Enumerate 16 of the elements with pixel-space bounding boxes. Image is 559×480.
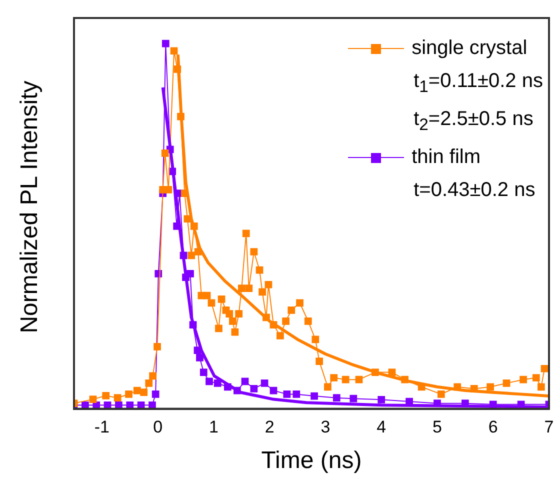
annotation: t$_{1}$=0.11±0.2 ns [412, 69, 543, 98]
x-tick-label: 3 [320, 418, 330, 437]
x-tick-label: 7 [544, 418, 554, 437]
x-axis-title: Time (ns) [261, 447, 362, 474]
x-tick-label: 1 [208, 418, 218, 437]
annotation: t=0.43±0.2 ns [412, 178, 536, 203]
annotation: t$_{2}$=2.5±0.5 ns [412, 107, 534, 136]
x-tick-label: -1 [94, 418, 110, 437]
y-axis-title: Normalized PL Intensity [16, 80, 44, 333]
x-tick-label: 2 [264, 418, 274, 437]
x-tick-label: 6 [488, 418, 498, 437]
x-tick-label: 4 [376, 418, 386, 437]
legend-label: single crystal [412, 36, 528, 61]
x-tick-label: 5 [432, 418, 442, 437]
x-tick-label: 0 [153, 418, 163, 437]
legend-label: thin film [412, 145, 480, 170]
